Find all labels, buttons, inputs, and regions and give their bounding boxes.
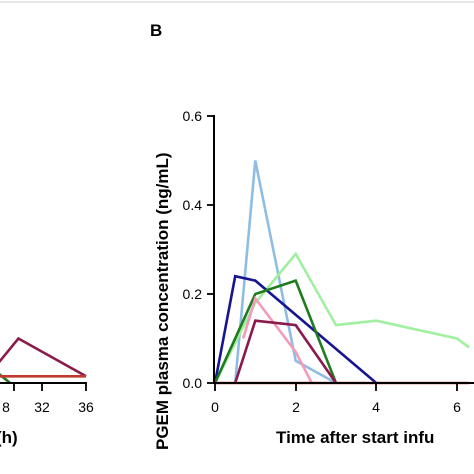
panel-b-y-axis-title: PGEM plasma concentration (ng/mL)	[153, 152, 172, 450]
panel-b-series-line-4	[213, 278, 338, 384]
panel-b-x-tick-label: 0	[211, 399, 219, 415]
panel-a-series-group	[0, 336, 87, 385]
panel-b: B 0.0 0.2 0.4 0.6 0 2 4 6 PGEM plasma co…	[150, 21, 474, 450]
panel-a: 8 32 36 (h)	[0, 336, 94, 447]
panel-b-y-tick-label: 0.0	[183, 375, 203, 391]
panel-b-x-axis-title: Time after start infu	[276, 428, 434, 447]
panel-b-series-line-5	[241, 295, 313, 384]
panel-a-x-tick-label: 36	[78, 399, 94, 415]
panel-a-series-line-1	[0, 336, 87, 378]
panel-a-x-tick-label: 32	[34, 399, 50, 415]
panel-b-series-line-6	[233, 319, 338, 384]
panel-b-series-group	[213, 160, 470, 385]
panel-b-x-tick-label: 2	[292, 399, 300, 415]
panel-b-label: B	[150, 21, 162, 40]
panel-b-x-tick-label: 6	[453, 399, 461, 415]
panel-a-x-axis-title: (h)	[0, 428, 18, 447]
panel-a-x-tick-label: 8	[2, 399, 10, 415]
panel-b-y-tick-label: 0.6	[183, 108, 203, 124]
panel-b-series-line-1	[233, 160, 337, 385]
panel-a-series-line-2	[0, 373, 11, 385]
panel-b-y-tick-label: 0.2	[183, 286, 203, 302]
panel-b-series-line-2	[213, 251, 470, 384]
panel-b-y-tick-label: 0.4	[183, 197, 203, 213]
panel-b-x-tick-label: 4	[372, 399, 380, 415]
